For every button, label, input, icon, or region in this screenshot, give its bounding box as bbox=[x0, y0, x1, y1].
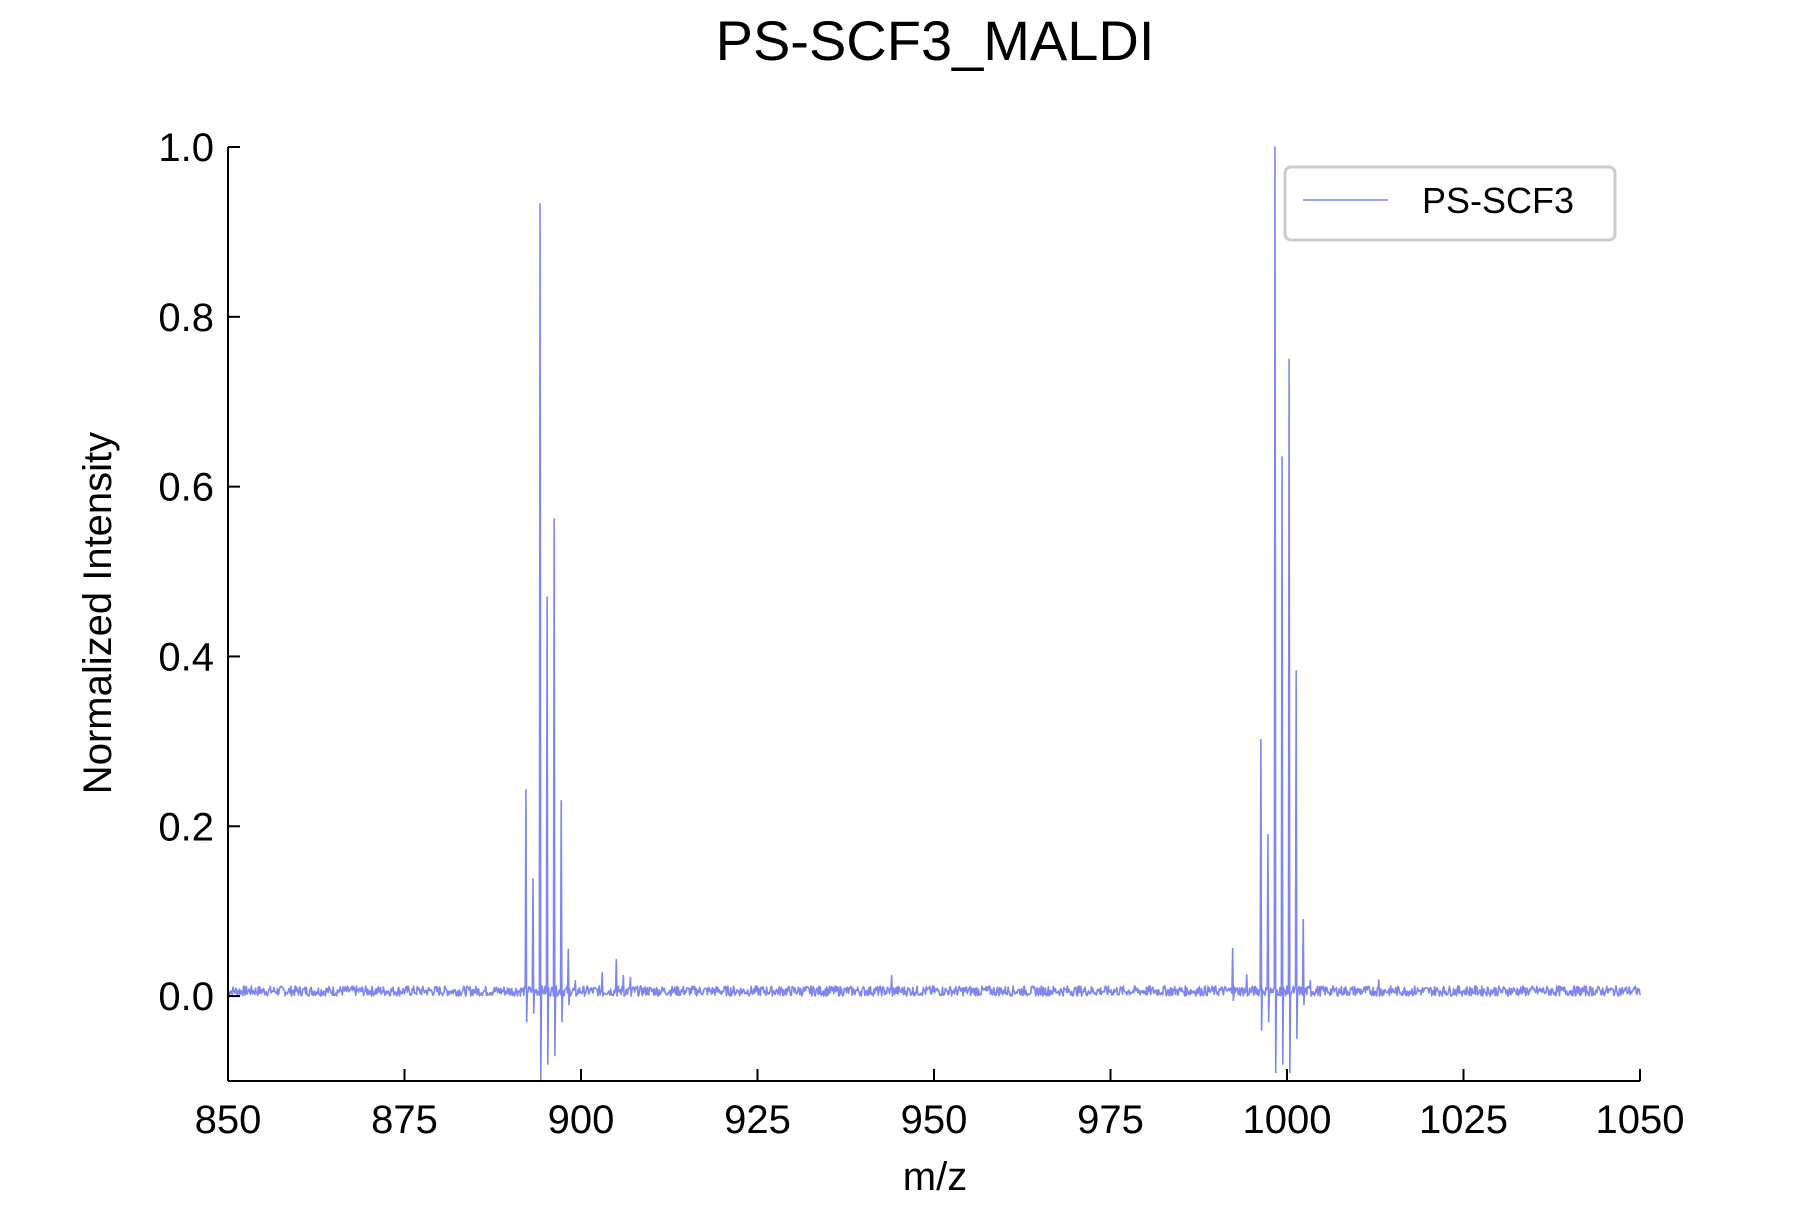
series-line-ps-scf3 bbox=[227, 146, 1641, 1082]
legend: PS-SCF3 bbox=[1283, 165, 1617, 242]
x-tick-label: 875 bbox=[371, 1098, 438, 1142]
x-tick-label: 1025 bbox=[1419, 1098, 1508, 1142]
y-axis-label: Normalized Intensity bbox=[76, 432, 120, 794]
chart-title: PS-SCF3_MALDI bbox=[716, 9, 1155, 72]
legend-label: PS-SCF3 bbox=[1422, 180, 1574, 221]
x-tick-label: 925 bbox=[724, 1098, 791, 1142]
x-tick-label: 1000 bbox=[1243, 1098, 1332, 1142]
y-tick-label: 0.6 bbox=[158, 466, 214, 510]
x-tick-label: 850 bbox=[195, 1098, 262, 1142]
x-tick-label: 900 bbox=[548, 1098, 615, 1142]
x-tick-label: 1050 bbox=[1596, 1098, 1685, 1142]
y-tick-label: 0.4 bbox=[158, 635, 214, 679]
series-layer bbox=[227, 146, 1641, 1082]
x-tick-label: 975 bbox=[1077, 1098, 1144, 1142]
x-tick-label: 950 bbox=[901, 1098, 968, 1142]
y-tick-label: 0.2 bbox=[158, 805, 214, 849]
x-axis-label: m/z bbox=[903, 1155, 967, 1199]
y-ticks: 0.0 0.2 0.4 0.6 0.8 1.0 bbox=[158, 126, 240, 1019]
legend-box bbox=[1283, 165, 1617, 242]
x-ticks: 850 875 900 925 950 975 1000 1025 1050 bbox=[195, 1069, 1685, 1142]
y-tick-label: 0.0 bbox=[158, 975, 214, 1019]
y-tick-label: 1.0 bbox=[158, 126, 214, 170]
y-tick-label: 0.8 bbox=[158, 296, 214, 340]
